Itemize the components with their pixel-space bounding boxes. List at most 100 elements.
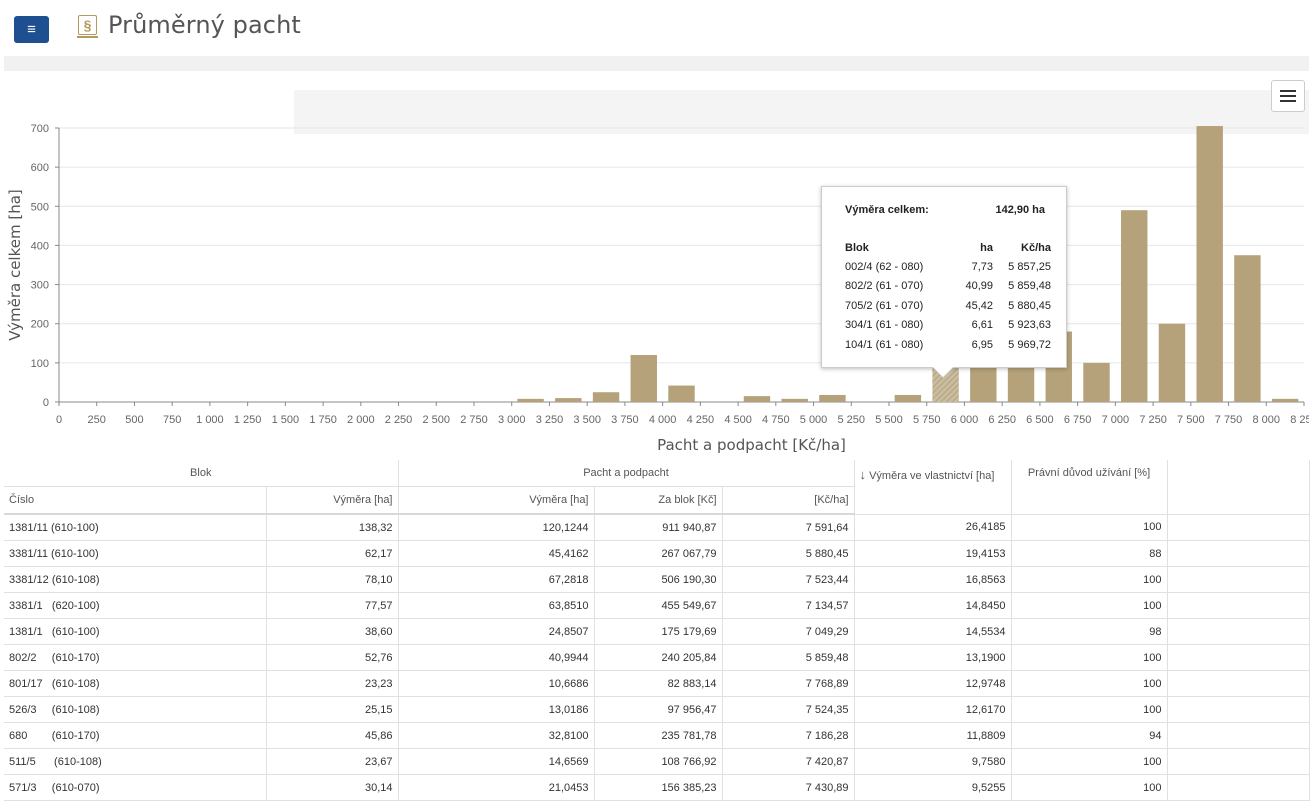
top-bar: ≡ § Průměrný pacht: [0, 0, 1313, 56]
tooltip-header-ha: ha: [980, 241, 993, 254]
x-tick-label: 5 000: [800, 414, 828, 426]
table-cell: 5 859,48: [722, 644, 855, 671]
table-cell: 19,4153: [854, 540, 1012, 567]
table-cell: 40,9944: [398, 644, 595, 671]
table-row[interactable]: 1381/1 (610-100) 38,60 24,8507 175 179,69 7 …: [4, 618, 1310, 645]
table-cell: 1381/1 (610-100): [4, 618, 267, 645]
table-cell: 100: [1011, 644, 1168, 671]
table-cell: 88: [1011, 540, 1168, 567]
column-cislo[interactable]: Číslo: [4, 486, 267, 515]
table-cell: 138,32: [266, 514, 399, 541]
tooltip-cell: 40,99: [965, 280, 993, 293]
y-tick-label: 600: [31, 162, 49, 174]
column-kc-ha[interactable]: [Kč/ha]: [722, 486, 855, 515]
x-tick-label: 5 750: [913, 414, 941, 426]
table-cell: 267 067,79: [594, 540, 723, 567]
table-cell: 120,1244: [398, 514, 595, 541]
x-tick-label: 4 750: [762, 414, 790, 426]
table-row[interactable]: 3381/11 (610-100) 62,17 45,4162 267 067,79 5…: [4, 540, 1310, 567]
table-cell: 9,7580: [854, 748, 1012, 775]
histogram-bar: [1271, 398, 1299, 402]
x-tick-label: 8 000: [1253, 414, 1281, 426]
histogram-bar: [743, 396, 771, 402]
header-vymera-vlastnictvi[interactable]: ↓ Výměra ve vlastnictví [ha]: [854, 460, 1012, 515]
x-tick-label: 3 250: [536, 414, 564, 426]
table-cell: 32,8100: [398, 722, 595, 749]
table-cell: 38,60: [266, 618, 399, 645]
y-axis-title: Výměra celkem [ha]: [6, 189, 24, 341]
table-row[interactable]: 571/3 (610-070) 30,14 21,0453 156 385,23 7 4…: [4, 774, 1310, 801]
tooltip-row: 104/1 (61 - 080) 6,95 5 969,72: [845, 335, 1051, 355]
table-cell: 1381/11 (610-100): [4, 514, 267, 541]
x-tick-label: 7 000: [1102, 414, 1130, 426]
table-cell-empty: [1167, 696, 1310, 723]
x-tick-label: 3 000: [498, 414, 526, 426]
chart-menu-button[interactable]: [1271, 80, 1305, 112]
table-cell: 7 186,28: [722, 722, 855, 749]
tooltip-table: Blok ha Kč/ha 002/4 (62 - 080) 7,73 5 857,…: [845, 238, 1051, 355]
table-row[interactable]: 526/3 (610-108) 25,15 13,0186 97 956,47 7 52…: [4, 696, 1310, 723]
table-row[interactable]: 680 (610-170) 45,86 32,8100 235 781,78 7 186…: [4, 722, 1310, 749]
menu-button[interactable]: ≡: [14, 16, 49, 43]
x-tick-label: 6 000: [951, 414, 979, 426]
table-row[interactable]: 801/17 (610-108) 23,23 10,6686 82 883,14 7 7…: [4, 670, 1310, 697]
column-pacht-vymera[interactable]: Výměra [ha]: [398, 486, 595, 515]
table-cell: 802/2 (610-170): [4, 644, 267, 671]
tooltip-cell: 6,61: [971, 319, 993, 332]
table-cell: 7 430,89: [722, 774, 855, 801]
y-tick-label: 200: [31, 319, 49, 331]
table-cell: 100: [1011, 748, 1168, 775]
histogram-bar: [555, 398, 582, 402]
table-row[interactable]: 511/5 (610-108) 23,67 14,6569 108 766,92 7 4…: [4, 748, 1310, 775]
table-row[interactable]: 1381/11 (610-100) 138,32 120,1244 911 940,8…: [4, 514, 1310, 541]
table-cell: 62,17: [266, 540, 399, 567]
table-cell: 13,1900: [854, 644, 1012, 671]
y-tick-label: 500: [31, 201, 49, 213]
column-vymera[interactable]: Výměra [ha]: [266, 486, 399, 515]
page-title: Průměrný pacht: [108, 11, 301, 39]
table-cell: 7 134,57: [722, 592, 855, 619]
table-cell: 100: [1011, 774, 1168, 801]
x-tick-label: 5 500: [875, 414, 903, 426]
table-cell: 21,0453: [398, 774, 595, 801]
tooltip-cell: 104/1 (61 - 080): [845, 338, 924, 351]
table-cell: 3381/1 (620-100): [4, 592, 267, 619]
table-cell: 78,10: [266, 566, 399, 593]
table-row[interactable]: 802/2 (610-170) 52,76 40,9944 240 205,84 5 8…: [4, 644, 1310, 671]
table-cell: 14,5534: [854, 618, 1012, 645]
table-cell: 100: [1011, 670, 1168, 697]
paragraph-book-icon: §: [77, 15, 98, 38]
tooltip-row: 002/4 (62 - 080) 7,73 5 857,25: [845, 257, 1051, 277]
x-tick-label: 1 750: [309, 414, 337, 426]
table-row[interactable]: 3381/12 (610-108) 78,10 67,2818 506 190,30 7…: [4, 566, 1310, 593]
chart-tooltip: Výměra celkem: 142,90 ha Blok ha Kč/ha 0…: [821, 186, 1067, 377]
table-cell: 7 768,89: [722, 670, 855, 697]
y-tick-label: 300: [31, 280, 49, 292]
column-za-blok[interactable]: Za blok [Kč]: [594, 486, 723, 515]
histogram-bar: [517, 398, 544, 402]
histogram-bar: [630, 355, 657, 402]
x-tick-label: 1 250: [234, 414, 262, 426]
table-cell: 100: [1011, 514, 1168, 541]
histogram-bar: [1083, 362, 1110, 402]
table-cell: 156 385,23: [594, 774, 723, 801]
table-cell-empty: [1167, 722, 1310, 749]
arrow-down-icon: ↓: [859, 467, 867, 482]
tooltip-cell: 6,95: [971, 338, 993, 351]
header-pravni-duvod[interactable]: Právní důvod užívání [%]: [1011, 460, 1168, 515]
table-row[interactable]: 3381/1 (620-100) 77,57 63,8510 455 549,67 7 …: [4, 592, 1310, 619]
x-tick-label: 6 250: [988, 414, 1016, 426]
table-cell: 10,6686: [398, 670, 595, 697]
tooltip-total: Výměra celkem: 142,90 ha: [845, 204, 1045, 216]
tooltip-row: 705/2 (61 - 070) 45,42 5 880,45: [845, 296, 1051, 316]
header-blok: Blok: [4, 460, 399, 487]
tooltip-total-value: 142,90 ha: [995, 204, 1045, 216]
table-cell-empty: [1167, 670, 1310, 697]
x-tick-label: 250: [88, 414, 106, 426]
table-cell: 3381/11 (610-100): [4, 540, 267, 567]
x-tick-label: 2 000: [347, 414, 375, 426]
x-tick-label: 1 000: [196, 414, 224, 426]
table-cell-empty: [1167, 644, 1310, 671]
table-cell-empty: [1167, 566, 1310, 593]
table-cell: 14,6569: [398, 748, 595, 775]
